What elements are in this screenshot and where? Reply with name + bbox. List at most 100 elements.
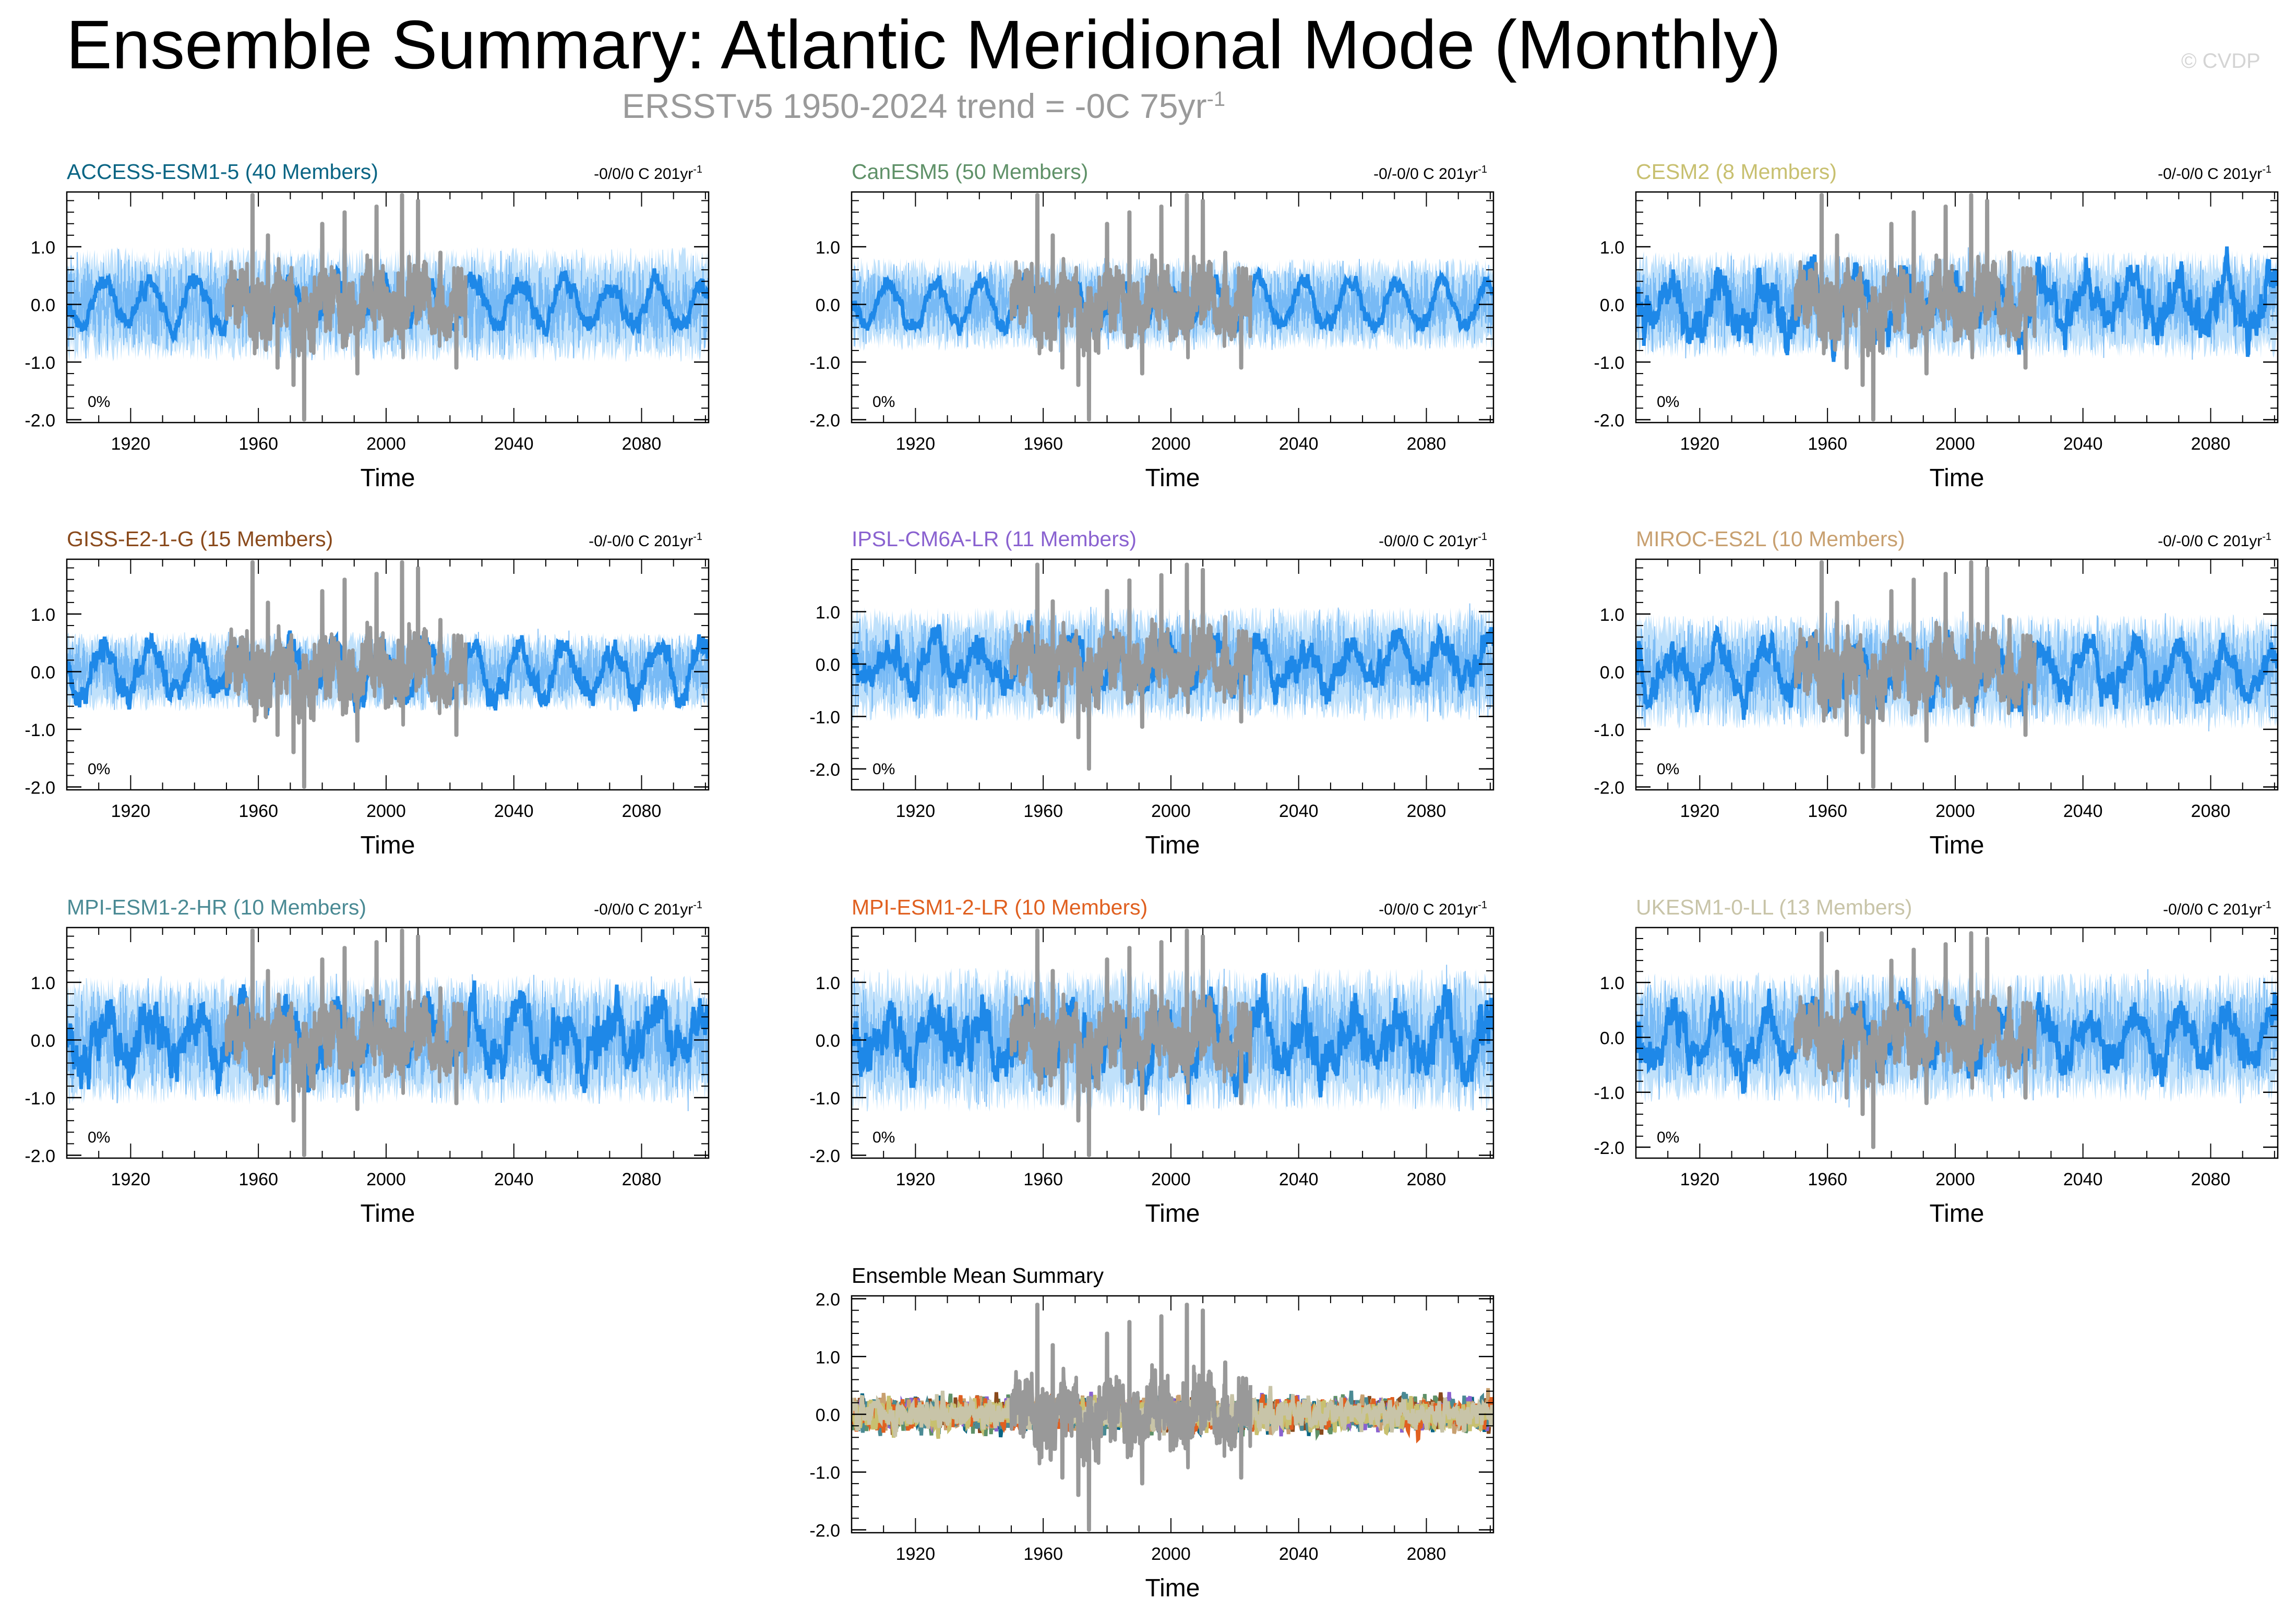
trend-exponent: -1 [1478,164,1487,175]
panel-title: IPSL-CM6A-LR (11 Members) [852,527,1137,551]
trend-exponent: -1 [2262,899,2271,911]
y-tick-label: 1.0 [31,605,55,625]
credit-label: © CVDP [2181,50,2261,73]
y-tick-label: -1.0 [1594,353,1624,373]
y-tick-label: 1.0 [1600,238,1624,258]
percent-label: 0% [1657,393,1679,411]
y-tick-label: 0.0 [816,1031,840,1051]
y-tick-label: -1.0 [809,1089,840,1109]
trend-value: -0/0/0 C 201yr [594,901,693,918]
plot-area [1636,931,2278,1149]
percent-label: 0% [88,393,110,411]
x-tick-label: 2040 [1279,1170,1319,1189]
y-tick-label: -1.0 [25,1089,55,1109]
x-axis-label: Time [1145,832,1200,859]
x-tick-label: 2080 [2191,801,2231,821]
trend-label: -0/-0/0 C 201yr-1 [2158,164,2271,183]
plot-area [67,560,709,789]
panel-1: -2.0 -1.0 0.0 1.0 1920 1960 2000 2040 2080 Time AC… [25,160,710,492]
y-tick-label: -2.0 [809,1146,840,1166]
x-tick-label: 2040 [1279,1544,1319,1564]
x-tick-label: 2040 [2063,1170,2103,1189]
percent-label: 0% [1657,1129,1679,1146]
y-tick-label: -1.0 [1594,720,1624,740]
trend-label: -0/-0/0 C 201yr-1 [1373,164,1487,183]
x-tick-label: 2040 [494,801,534,821]
plot-area [852,562,1493,771]
y-tick-label: -1.0 [1594,1084,1624,1103]
panel-7: -2.0 -1.0 0.0 1.0 1920 1960 2000 2040 2080 Time MP… [25,895,710,1228]
panel-9: -2.0 -1.0 0.0 1.0 1920 1960 2000 2040 2080 Time UK… [1594,895,2279,1228]
plot-frame [1635,558,2279,791]
y-tick-label: -2.0 [1594,411,1624,430]
observations-line [1009,562,1252,771]
x-tick-label: 1960 [1808,434,1847,454]
y-tick-label: -2.0 [25,411,55,430]
x-axis-label: Time [1145,1200,1200,1228]
plot-area [852,193,1493,422]
panel-title: MIROC-ES2L (10 Members) [1636,527,1905,551]
y-tick-label: -1.0 [25,353,55,373]
y-tick-label: -2.0 [809,760,840,780]
x-tick-label: 2000 [1935,1170,1975,1189]
trend-value: -0/-0/0 C 201yr [589,533,693,550]
x-tick-label: 2000 [1935,801,1975,821]
x-tick-label: 2000 [1151,1544,1191,1564]
x-tick-label: 2080 [1407,434,1446,454]
ensemble-mean-line [67,263,709,344]
x-tick-label: 2040 [1279,801,1319,821]
x-tick-label: 1960 [1808,1170,1847,1189]
x-tick-label: 2040 [494,1170,534,1189]
panel-3: -2.0 -1.0 0.0 1.0 1920 1960 2000 2040 2080 Time CE… [1594,160,2279,492]
y-tick-label: 0.0 [816,1405,840,1425]
observations-line [1009,193,1252,422]
trend-label: -0/0/0 C 201yr-1 [594,899,702,918]
y-tick-label: 0.0 [31,663,55,682]
plot-area [852,929,1493,1157]
plot-area [1636,560,2278,789]
subtitle-text: ERSSTv5 1950-2024 trend = -0C 75yr [621,87,1207,125]
observations-line [1793,931,2037,1149]
x-axis-label: Time [1930,832,1984,859]
y-tick-label: 2.0 [816,1290,840,1310]
x-tick-label: 2000 [366,434,406,454]
x-tick-label: 1920 [896,1544,936,1564]
x-tick-label: 1920 [1680,434,1720,454]
figure-subtitle: ERSSTv5 1950-2024 trend = -0C 75yr-1 [0,86,1847,126]
x-tick-label: 2080 [2191,1170,2231,1189]
trend-exponent: -1 [693,899,702,911]
trend-label: -0/0/0 C 201yr-1 [594,164,702,183]
y-tick-label: -1.0 [809,353,840,373]
y-tick-label: 0.0 [1600,663,1624,682]
plot-area [67,193,709,422]
x-tick-label: 2000 [366,1170,406,1189]
y-tick-label: 1.0 [1600,605,1624,625]
panel-title: GISS-E2-1-G (15 Members) [67,527,333,551]
trend-value: -0/-0/0 C 201yr [1373,165,1478,183]
trend-exponent: -1 [693,531,702,543]
x-tick-label: 2080 [622,1170,662,1189]
x-tick-label: 1960 [1023,1544,1063,1564]
percent-label: 0% [872,1129,895,1146]
panel-6: -2.0 -1.0 0.0 1.0 1920 1960 2000 2040 2080 Time MI… [1594,527,2279,859]
y-tick-label: -2.0 [25,778,55,798]
panel-2: -2.0 -1.0 0.0 1.0 1920 1960 2000 2040 2080 Time Ca… [809,160,1494,492]
observations-line [224,560,468,789]
panel-5: -2.0 -1.0 0.0 1.0 1920 1960 2000 2040 2080 Time IP… [809,527,1494,859]
trend-label: -0/-0/0 C 201yr-1 [589,531,702,550]
plot-area [1636,193,2278,422]
trend-value: -0/0/0 C 201yr [1379,901,1478,918]
plot-area [67,929,709,1157]
y-tick-label: 0.0 [1600,295,1624,315]
x-tick-label: 2040 [2063,801,2103,821]
x-axis-label: Time [1145,1574,1200,1602]
x-tick-label: 1920 [1680,801,1720,821]
x-tick-label: 1960 [1023,801,1063,821]
trend-label: -0/-0/0 C 201yr-1 [2158,531,2271,550]
trend-exponent: -1 [2262,164,2271,175]
observations-line [224,929,468,1157]
trend-value: -0/-0/0 C 201yr [2158,165,2262,183]
y-tick-label: 1.0 [1600,973,1624,993]
trend-value: -0/0/0 C 201yr [594,165,693,183]
percent-label: 0% [872,393,895,411]
